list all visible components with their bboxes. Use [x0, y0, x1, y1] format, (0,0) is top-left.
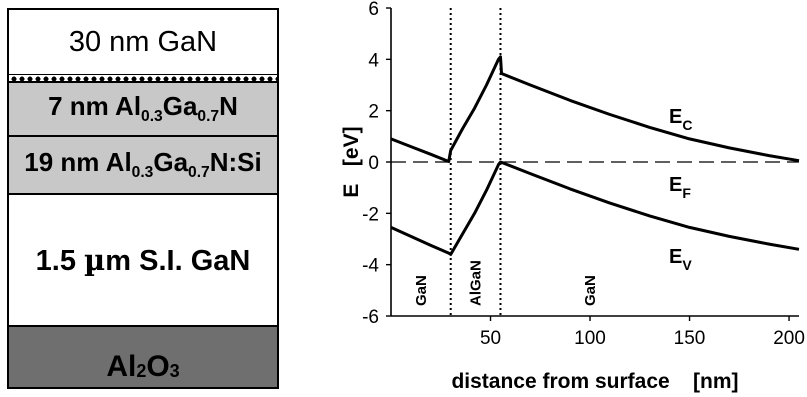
layer-gan-cap: 30 nm GaN — [9, 10, 277, 74]
region-label-gan: GaN — [582, 275, 599, 306]
band-label-ev: EV — [669, 246, 692, 273]
y-tick-label: 6 — [368, 0, 379, 20]
band-curves — [390, 55, 800, 256]
layer-gan-cap-label: 30 nm GaN — [68, 25, 218, 58]
y-tick-label: -2 — [362, 204, 379, 225]
y-axis-title: E [eV] — [340, 126, 363, 197]
y-tick-label: 2 — [368, 102, 379, 123]
delta-doping-dots — [9, 76, 277, 81]
layer-substrate: Al2O3 — [9, 325, 277, 387]
layer-algan-barrier: 7 nm Al0.3Ga0.7N — [9, 81, 277, 135]
y-tick-label: -6 — [362, 307, 379, 328]
x-axis-ticks: 50 100 150 200 — [480, 316, 805, 349]
y-tick-label: 4 — [368, 50, 379, 71]
x-axis-title: distance from surface [nm] — [451, 370, 738, 393]
band-ev-curve — [390, 160, 800, 256]
x-tick-label: 50 — [480, 328, 501, 349]
region-label-algan: AlGaN — [468, 260, 485, 306]
band-label-ef: EF — [669, 174, 691, 201]
x-tick-label: 150 — [674, 328, 706, 349]
band-ec-curve — [390, 55, 800, 163]
layer-algan-si-doped: 19 nm Al0.3Ga0.7N:Si — [9, 135, 277, 193]
band-label-ec: EC — [669, 106, 692, 133]
x-tick-label: 200 — [773, 328, 805, 349]
layer-stack: 30 nm GaN 7 nm Al0.3Ga0.7N 19 nm Al0.3Ga… — [7, 8, 279, 389]
layer-algan-barrier-label: 7 nm Al0.3Ga0.7N — [48, 91, 238, 126]
layer-substrate-label: Al2O3 — [106, 350, 180, 383]
y-axis-ticks: -6 -4 -2 0 2 4 6 — [362, 0, 391, 328]
layer-algan-si-doped-label: 19 nm Al0.3Ga0.7N:Si — [24, 147, 262, 182]
delta-doping-sheet — [9, 74, 277, 81]
band-labels: EC EF EV — [669, 106, 692, 273]
y-tick-label: -4 — [362, 256, 379, 277]
y-tick-label: 0 — [368, 153, 379, 174]
x-tick-label: 100 — [574, 328, 606, 349]
layer-si-gan: 1.5 µm S.I. GaN — [9, 193, 277, 325]
region-labels: GaN AlGaN GaN — [413, 260, 599, 306]
layer-si-gan-label: 1.5 µm S.I. GaN — [35, 242, 251, 277]
region-label-gan: GaN — [413, 275, 430, 306]
